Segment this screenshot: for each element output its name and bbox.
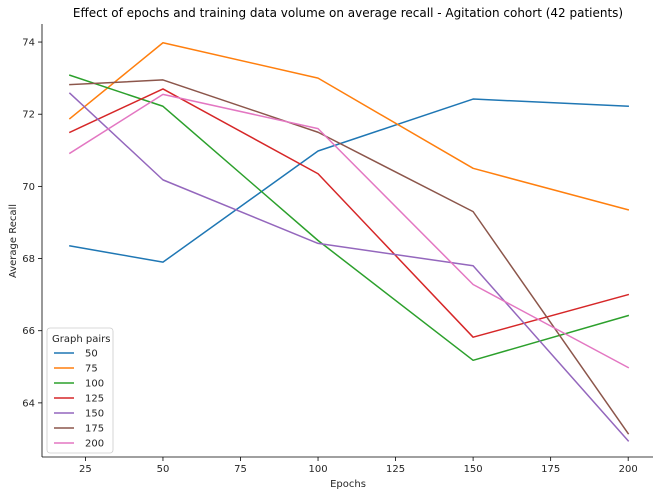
axes-layer: 25 50 75 100 125 150 175 200 64 66 68 70 72 74	[22, 24, 653, 475]
series-line-125	[68, 88, 630, 338]
x-tick-label: 25	[79, 464, 92, 475]
legend-label-50: 50	[85, 349, 98, 360]
legend-label-200: 200	[85, 439, 104, 450]
legend-label-75: 75	[85, 364, 98, 375]
y-axis-title: Average Recall	[8, 204, 19, 278]
legend: Graph pairs 50 75 100 125 150 175 200	[46, 327, 114, 454]
x-tick-label: 200	[619, 464, 638, 475]
x-tick-label: 175	[541, 464, 560, 475]
series-line-50	[69, 98, 629, 263]
x-axis-title: Epochs	[330, 479, 366, 490]
legend-label-175: 175	[85, 424, 104, 435]
series-line-175	[69, 79, 630, 435]
y-tick-label: 74	[22, 38, 35, 49]
legend-title: Graph pairs	[52, 334, 110, 345]
x-tick-label: 75	[234, 464, 247, 475]
chart-title: Effect of epochs and training data volum…	[73, 6, 623, 20]
y-tick-label: 70	[22, 182, 35, 193]
y-tick-label: 68	[22, 254, 35, 265]
x-tick-label: 125	[386, 464, 405, 475]
x-tick-label: 150	[464, 464, 483, 475]
series-line-200	[68, 93, 630, 369]
legend-frame	[46, 327, 114, 454]
series-line-150	[68, 92, 630, 442]
legend-label-150: 150	[85, 409, 104, 420]
legend-label-100: 100	[85, 379, 104, 390]
series-line-100	[68, 74, 630, 362]
x-tick-label: 50	[157, 464, 170, 475]
legend-label-125: 125	[85, 394, 104, 405]
y-tick-label: 66	[22, 326, 35, 337]
series-layer	[68, 42, 630, 442]
x-tick-label: 100	[308, 464, 327, 475]
y-tick-label: 72	[22, 110, 35, 121]
y-tick-label: 64	[22, 398, 35, 409]
series-line-75	[68, 42, 630, 211]
